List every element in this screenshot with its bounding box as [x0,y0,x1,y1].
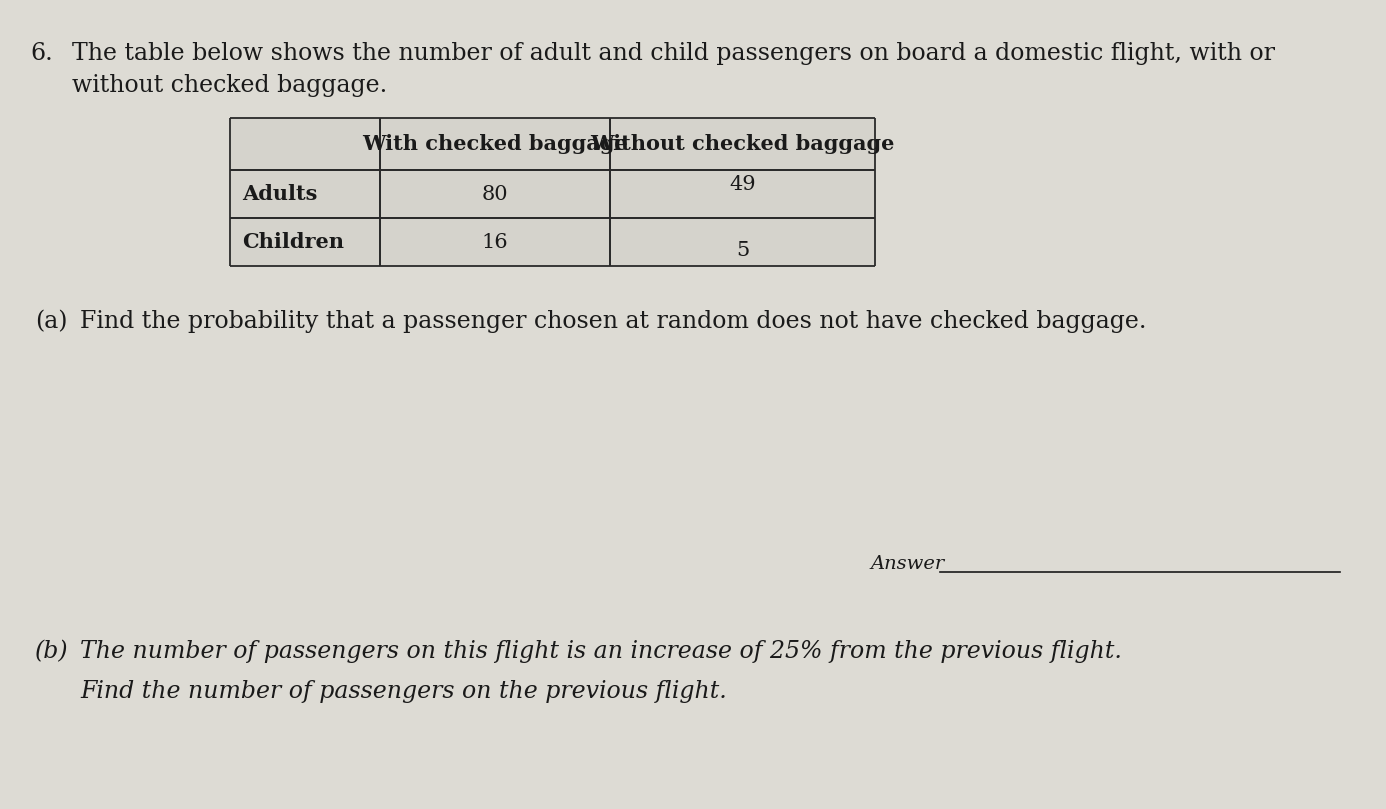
Text: 5: 5 [736,240,748,260]
Text: 49: 49 [729,175,755,193]
Text: Find the probability that a passenger chosen at random does not have checked bag: Find the probability that a passenger ch… [80,310,1146,333]
Bar [230,118,380,170]
Text: 80: 80 [482,184,509,204]
Bar [380,218,610,266]
Text: With checked baggage: With checked baggage [362,134,628,154]
Text: 16: 16 [482,232,509,252]
Text: (b): (b) [35,640,69,663]
Text: without checked baggage.: without checked baggage. [72,74,387,97]
Text: 6.: 6. [30,42,53,65]
Text: Without checked baggage: Without checked baggage [590,134,895,154]
Bar [230,170,380,218]
Bar [610,118,875,170]
Text: Find the number of passengers on the previous flight.: Find the number of passengers on the pre… [80,680,726,703]
Text: (a): (a) [35,310,68,333]
Text: The table below shows the number of adult and child passengers on board a domest: The table below shows the number of adul… [72,42,1275,65]
Text: Answer: Answer [870,555,944,573]
Text: Adults: Adults [243,184,317,204]
Bar [610,218,875,266]
Bar [610,170,875,218]
Text: The number of passengers on this flight is an increase of 25% from the previous : The number of passengers on this flight … [80,640,1121,663]
Bar [380,118,610,170]
Bar [380,170,610,218]
Text: Children: Children [243,232,344,252]
Bar [230,218,380,266]
